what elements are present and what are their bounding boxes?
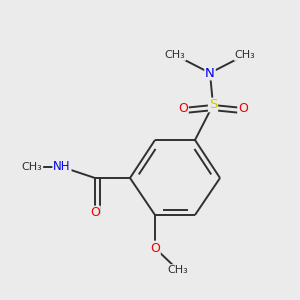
Text: O: O [238,101,248,115]
Text: N: N [205,67,215,80]
Text: CH₃: CH₃ [22,162,42,172]
Text: CH₃: CH₃ [168,265,188,275]
Text: CH₃: CH₃ [235,50,255,60]
Text: O: O [178,101,188,115]
Text: S: S [209,98,217,112]
Text: O: O [150,242,160,254]
Text: O: O [90,206,100,220]
Text: CH₃: CH₃ [165,50,185,60]
Text: NH: NH [53,160,71,173]
